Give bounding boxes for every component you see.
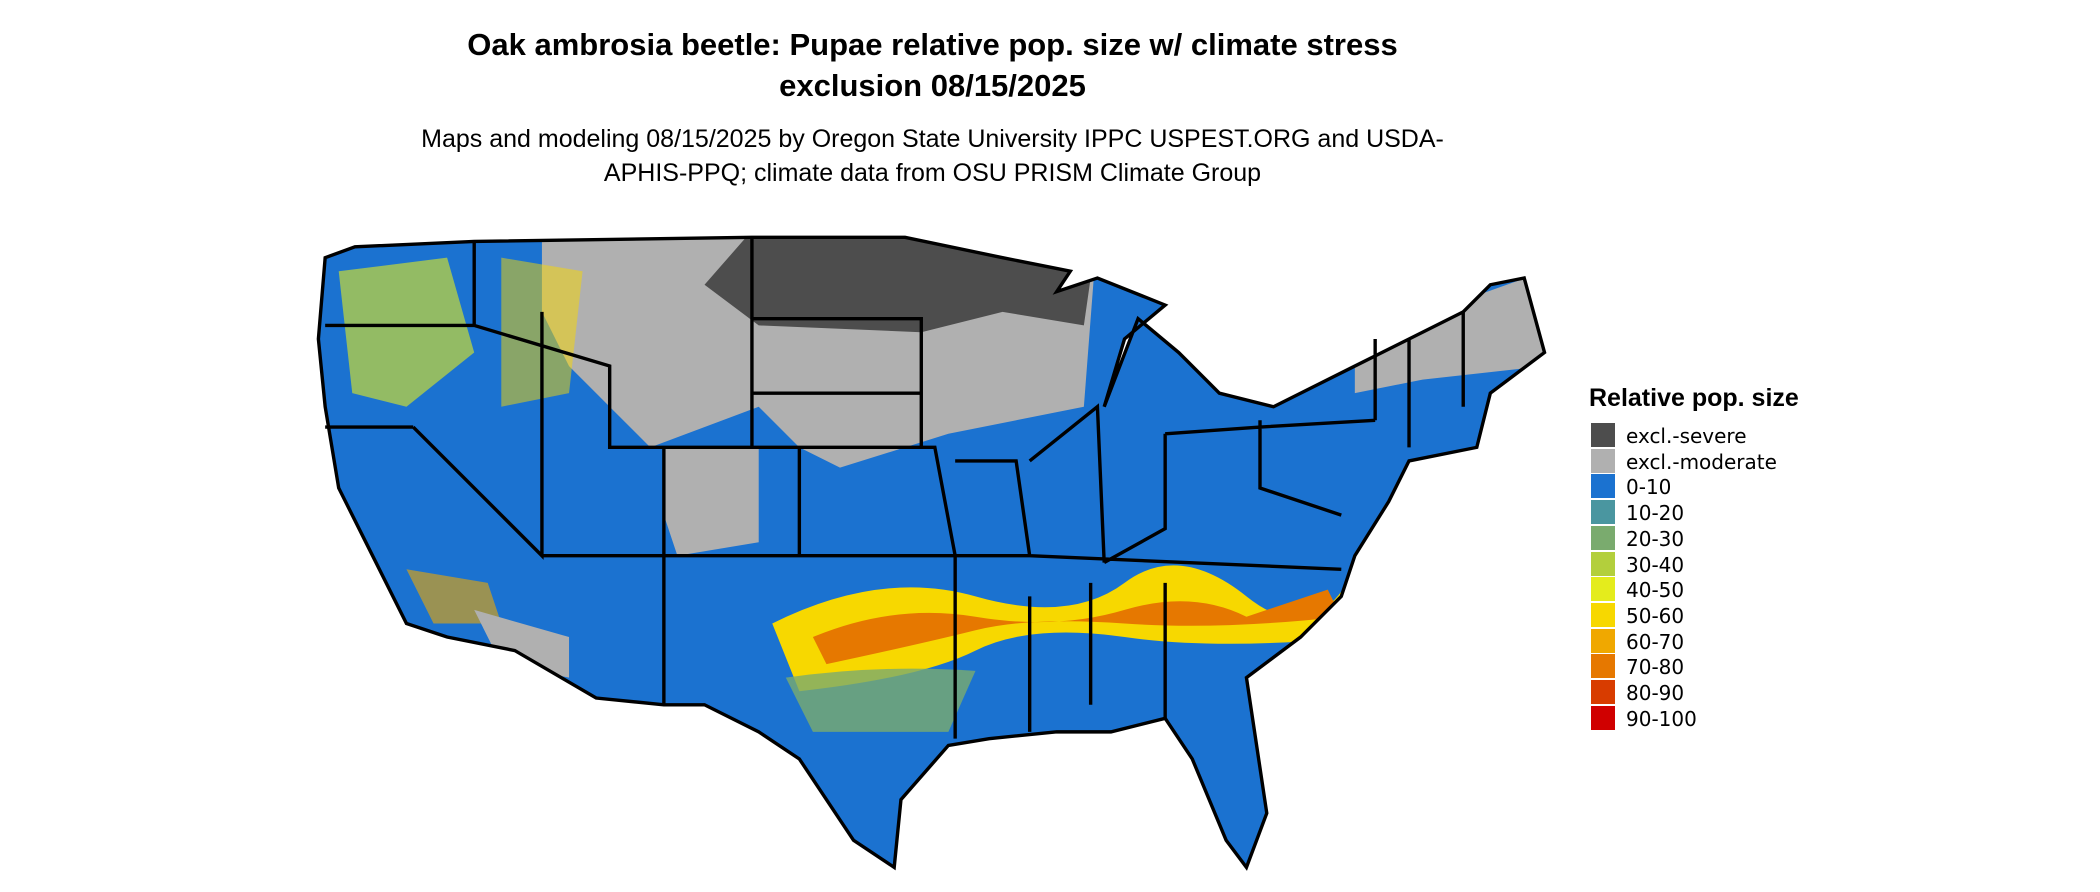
legend-swatch	[1591, 423, 1615, 447]
legend-swatch	[1591, 628, 1615, 653]
legend-swatch	[1591, 654, 1615, 679]
legend-label: 20-30	[1626, 526, 1685, 551]
legend-swatch	[1591, 448, 1615, 473]
subtitle: Maps and modeling 08/15/2025 by Oregon S…	[421, 125, 1444, 187]
legend-title: Relative pop. size	[1589, 384, 1799, 412]
legend-swatch	[1591, 551, 1615, 576]
legend-swatch	[1591, 705, 1615, 730]
legend-swatch	[1591, 525, 1615, 550]
legend-label: excl.-moderate	[1626, 449, 1777, 474]
legend-label: excl.-severe	[1626, 424, 1747, 448]
legend-swatch	[1591, 500, 1615, 525]
legend-swatch	[1591, 474, 1615, 499]
legend-swatch	[1591, 602, 1615, 627]
legend-swatch	[1591, 577, 1615, 602]
legend-label: 60-70	[1626, 629, 1685, 654]
legend-label: 50-60	[1626, 603, 1685, 628]
legend-label: 40-50	[1626, 578, 1685, 603]
legend-label: 70-80	[1626, 655, 1685, 680]
legend-label: 90-100	[1626, 706, 1697, 731]
legend-label: 0-10	[1626, 475, 1672, 500]
legend-label: 30-40	[1626, 552, 1685, 577]
legend-swatch	[1591, 680, 1615, 704]
title: Oak ambrosia beetle: Pupae relative pop.…	[467, 27, 1398, 103]
state-borders	[316, 235, 1547, 870]
legend-label: 80-90	[1626, 681, 1685, 705]
legend-label: 10-20	[1626, 501, 1685, 526]
